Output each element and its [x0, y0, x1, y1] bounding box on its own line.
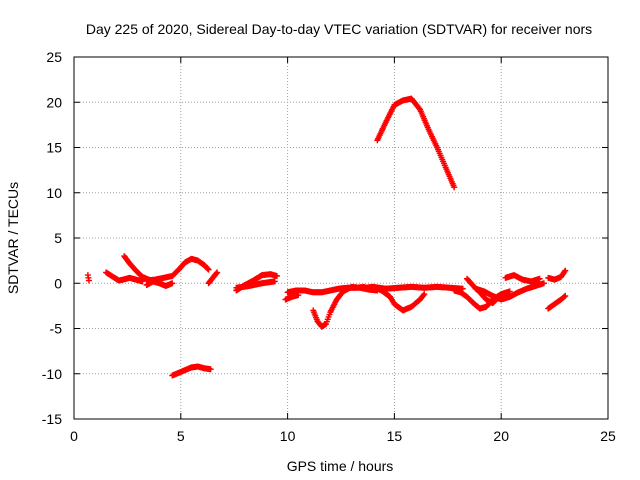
- y-axis-label: SDTVAR / TECUs: [5, 182, 21, 294]
- y-tick-label: 10: [46, 185, 62, 201]
- data-point: [420, 292, 427, 299]
- chart-title: Day 225 of 2020, Sidereal Day-to-day VTE…: [86, 21, 592, 37]
- series-pass-06: [205, 269, 221, 287]
- x-tick-label: 10: [280, 428, 296, 444]
- series-pass-18: [472, 280, 547, 303]
- data-point: [213, 270, 220, 277]
- x-tick-label: 5: [177, 428, 185, 444]
- data-point: [85, 277, 92, 284]
- data-point: [562, 292, 569, 299]
- series-pass-21: [545, 292, 569, 312]
- series-pass-01: [84, 272, 92, 284]
- x-tick-label: 20: [493, 428, 509, 444]
- data-point: [561, 268, 568, 275]
- data-point: [273, 273, 280, 280]
- data-point: [562, 267, 569, 274]
- data-point: [271, 278, 278, 285]
- series-pass-02: [103, 269, 146, 285]
- grid: [74, 57, 608, 419]
- series-pass-15: [374, 95, 458, 191]
- series-pass-19: [502, 272, 543, 285]
- x-axis-label: GPS time / hours: [287, 458, 394, 474]
- x-tick-label: 0: [70, 428, 78, 444]
- x-tick-label: 25: [600, 428, 616, 444]
- series-pass-09: [233, 278, 278, 291]
- series-pass-20: [545, 267, 569, 283]
- y-tick-label: -15: [42, 411, 62, 427]
- data-point: [204, 265, 211, 272]
- data-point: [214, 269, 221, 276]
- y-tick-label: -10: [42, 366, 62, 382]
- y-tick-label: 20: [46, 94, 62, 110]
- data-points: [84, 95, 569, 379]
- series-pass-14: [370, 283, 466, 292]
- data-point: [561, 293, 568, 300]
- data-point: [205, 266, 212, 273]
- data-point: [207, 366, 214, 373]
- y-tick-label: 15: [46, 140, 62, 156]
- y-tick-label: 5: [54, 230, 62, 246]
- y-tick-label: 25: [46, 49, 62, 65]
- data-point: [421, 291, 428, 298]
- data-point: [169, 280, 176, 287]
- data-point: [536, 275, 543, 282]
- axis-ticks: 0 5 10 15 20 25 -15 -10 -5 0 5 10 15 20 25: [42, 49, 616, 444]
- y-tick-label: 0: [54, 275, 62, 291]
- series-pass-05: [143, 278, 176, 289]
- series-pass-07: [169, 363, 214, 379]
- data-point: [451, 184, 458, 191]
- y-tick-label: -5: [50, 321, 63, 337]
- data-point: [506, 288, 513, 295]
- data-point: [540, 280, 547, 287]
- series-pass-12: [310, 283, 381, 330]
- x-tick-label: 15: [387, 428, 403, 444]
- series-pass-10: [282, 292, 302, 303]
